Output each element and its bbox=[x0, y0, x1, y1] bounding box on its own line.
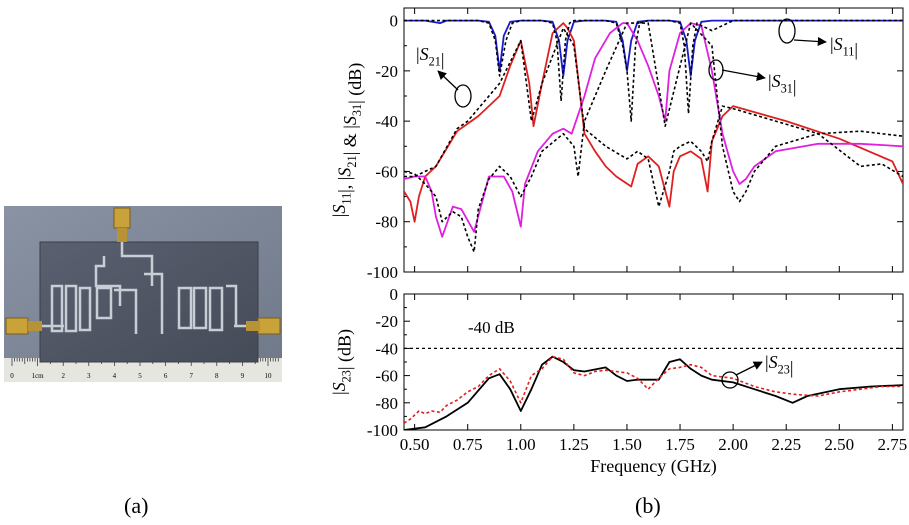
annotation-circle bbox=[454, 84, 472, 108]
series-line-s23_meas bbox=[404, 355, 903, 424]
y-tick-label: 0 bbox=[390, 285, 399, 304]
annotation-s11: |S11| bbox=[830, 34, 858, 59]
annotation-s21: |S21| bbox=[416, 44, 444, 69]
annotation-arrow bbox=[721, 69, 766, 81]
sma-connector-top bbox=[113, 207, 131, 242]
y-tick-label: -60 bbox=[375, 367, 398, 386]
sma-connector-left bbox=[5, 317, 42, 335]
caption-b: (b) bbox=[635, 493, 661, 518]
series-group bbox=[404, 355, 903, 430]
y-tick-label: -80 bbox=[375, 213, 398, 232]
ruler-label: 4 bbox=[113, 372, 117, 380]
series-line-s31 bbox=[404, 22, 903, 238]
ruler-label: 5 bbox=[138, 372, 142, 380]
plot-frame bbox=[403, 7, 904, 273]
ruler-label: 3 bbox=[87, 372, 91, 380]
ruler-label: 1cm bbox=[32, 372, 45, 380]
x-tick-label: 2.25 bbox=[771, 435, 801, 454]
y-tick-label: -100 bbox=[367, 421, 398, 440]
microstrip-traces bbox=[24, 220, 264, 334]
ruler-label: 6 bbox=[164, 372, 168, 380]
series-line-s21_meas bbox=[404, 27, 903, 208]
y-tick-label: -20 bbox=[375, 312, 398, 331]
y-tick-label: -40 bbox=[375, 112, 398, 131]
ruler-label: 2 bbox=[61, 372, 65, 380]
ruler-label: 10 bbox=[265, 372, 273, 380]
y-tick-label: 0 bbox=[390, 12, 399, 31]
x-tick-label: 2.50 bbox=[824, 435, 854, 454]
x-tick-label: 1.75 bbox=[665, 435, 695, 454]
top-plot: 0 -20 -40 -60 -80 -100 bbox=[367, 7, 904, 282]
series-line-s23_sim bbox=[404, 355, 903, 430]
caption-a: (a) bbox=[124, 493, 149, 518]
annotation-arrow bbox=[437, 70, 459, 91]
ruler-label: 0 bbox=[10, 372, 14, 380]
ruler-label: 7 bbox=[189, 372, 193, 380]
x-tick-label: 2.00 bbox=[718, 435, 748, 454]
y-axis-label-bottom: |S23| (dB) bbox=[329, 329, 355, 395]
y-tick-label: -60 bbox=[375, 162, 398, 181]
x-tick-label: 1.00 bbox=[506, 435, 536, 454]
x-tick-label: 0.50 bbox=[400, 435, 430, 454]
series-line-s31_meas bbox=[404, 22, 903, 253]
annotations: |S21| |S31| |S11| -40 dB |S23| bbox=[416, 18, 858, 389]
x-tick-label: 1.50 bbox=[612, 435, 642, 454]
series-line-s21 bbox=[404, 22, 903, 223]
x-axis-label: Frequency (GHz) bbox=[590, 456, 716, 477]
x-tick-label: 1.25 bbox=[559, 435, 589, 454]
annotation-40db: -40 dB bbox=[468, 318, 515, 337]
y-tick-label: -80 bbox=[375, 394, 398, 413]
x-tick-label: 0.75 bbox=[453, 435, 483, 454]
annotation-s23: |S23| bbox=[765, 352, 793, 377]
series-group bbox=[404, 19, 903, 253]
annotation-circle bbox=[778, 18, 796, 44]
circuit-board-photo: 0 1cm 2 3 4 5 6 7 8 9 10 bbox=[4, 206, 282, 382]
annotation-circle bbox=[721, 371, 739, 389]
ruler-labels: 0 1cm 2 3 4 5 6 7 8 9 10 bbox=[10, 372, 272, 380]
annotation-arrow bbox=[793, 36, 827, 47]
ruler-label: 9 bbox=[241, 372, 245, 380]
series-line-s11 bbox=[404, 19, 903, 77]
plot-frame bbox=[403, 293, 904, 431]
x-tick-label: 2.75 bbox=[878, 435, 908, 454]
y-tick-label: -40 bbox=[375, 339, 398, 358]
ruler-label: 8 bbox=[215, 372, 219, 380]
annotation-arrow bbox=[735, 361, 763, 376]
annotation-s31: |S31| bbox=[768, 71, 796, 96]
y-tick-label: -100 bbox=[367, 263, 398, 282]
sma-connector-right bbox=[246, 317, 281, 335]
y-axis-label-top: |S11|, |S21| & |S31| (dB) bbox=[329, 63, 366, 217]
y-tick-label: -20 bbox=[375, 62, 398, 81]
series-line-s11_meas bbox=[404, 19, 903, 122]
